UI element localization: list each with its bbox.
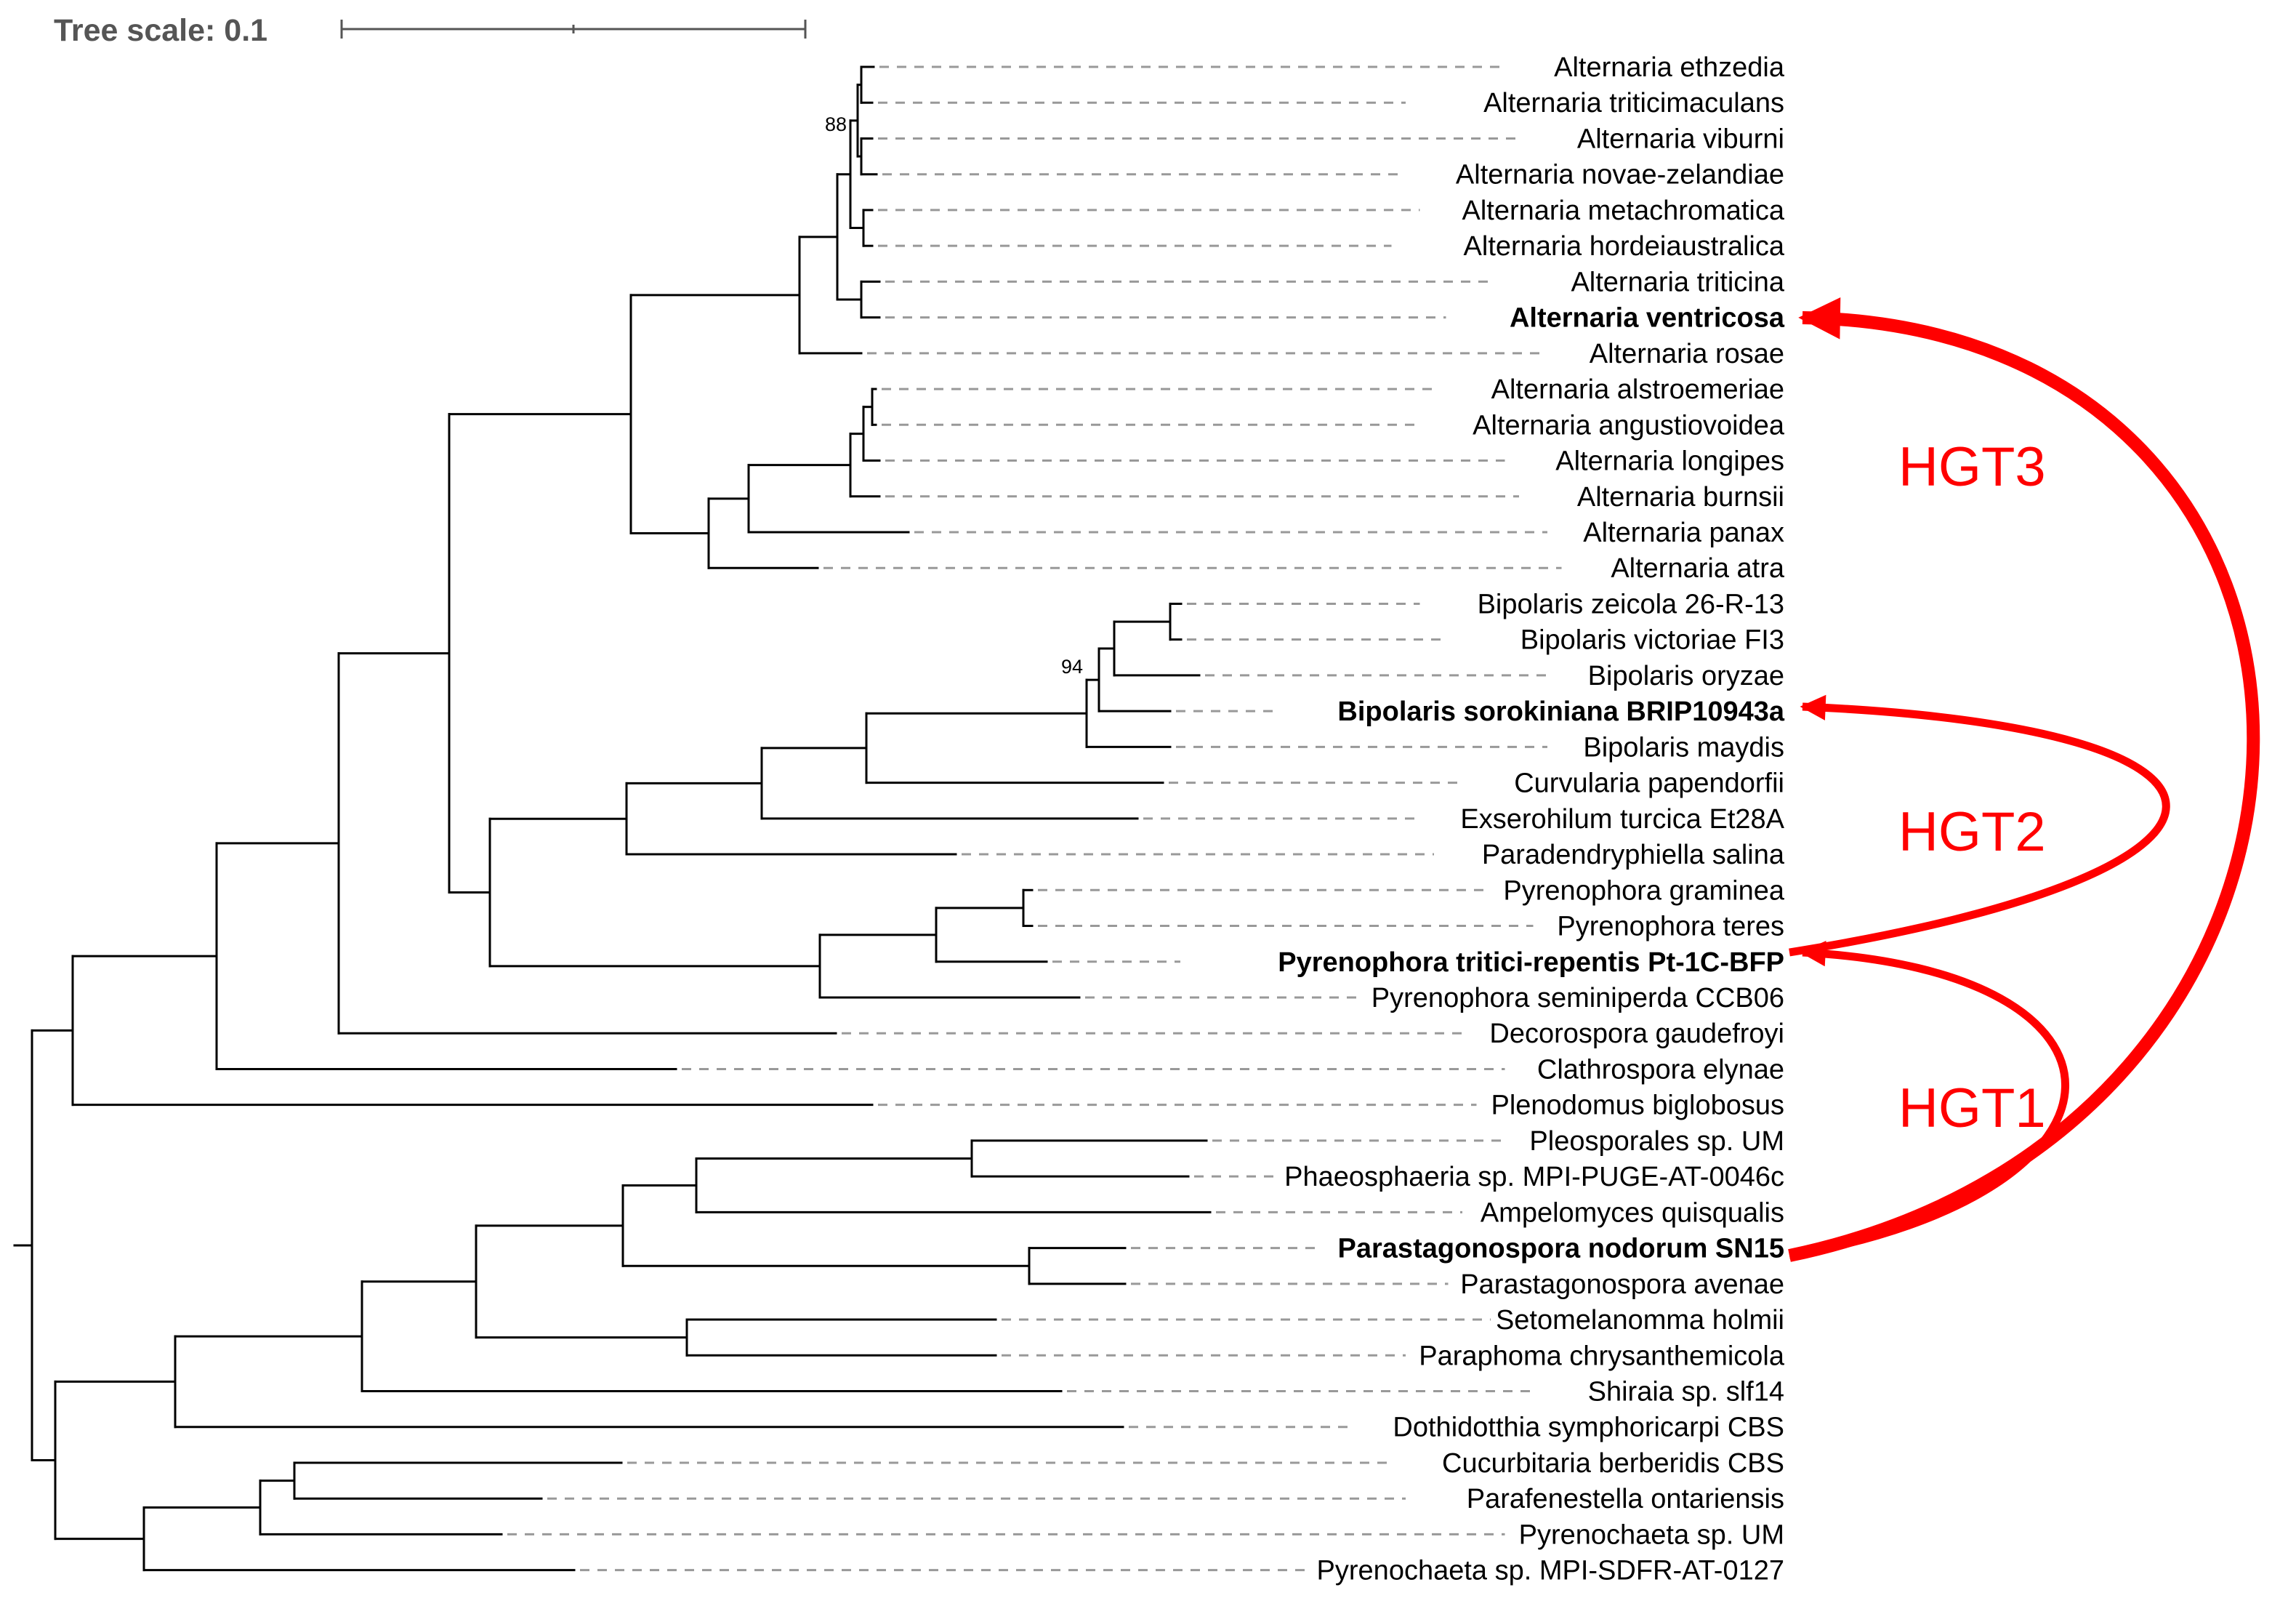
hgt1-label: HGT1 — [1898, 1077, 2046, 1139]
leaf-label: Plenodomus biglobosus — [1491, 1091, 1785, 1121]
leaf-label: Curvularia papendorfii — [1514, 768, 1784, 799]
leaf-label: Pleosporales sp. UM — [1529, 1126, 1784, 1157]
leaf-label: Alternaria triticina — [1571, 267, 1784, 297]
leaf-label: Alternaria alstroemeriae — [1491, 374, 1784, 405]
leaf-label: Phaeosphaeria sp. MPI-PUGE-AT-0046c — [1284, 1162, 1784, 1192]
leaf-label: Alternaria metachromatica — [1462, 196, 1784, 226]
leaf-label: Alternaria rosae — [1590, 339, 1784, 369]
leaf-label: Cucurbitaria berberidis CBS — [1442, 1448, 1784, 1479]
leaf-label: Alternaria ethzedia — [1554, 52, 1785, 83]
leaf-label: Decorospora gaudefroyi — [1489, 1019, 1784, 1049]
leaf-label: Alternaria atra — [1611, 553, 1785, 584]
leaf-label: Bipolaris victoriae FI3 — [1520, 625, 1784, 656]
hgt1-arrow — [1789, 941, 2069, 1260]
support-value: 88 — [825, 113, 847, 135]
leaf-label: Alternaria longipes — [1555, 446, 1784, 477]
leaf-label: Alternaria panax — [1583, 518, 1784, 548]
leaf-label: Bipolaris zeicola 26-R-13 — [1478, 589, 1784, 619]
leaf-label: Alternaria ventricosa — [1510, 303, 1785, 334]
leaf-label: Exserohilum turcica Et28A — [1460, 804, 1784, 835]
leaf-label: Alternaria triticimaculans — [1483, 88, 1784, 119]
hgt-arrows: HGT3 HGT2 HGT1 — [1788, 297, 2260, 1262]
leaf-label: Ampelomyces quisqualis — [1481, 1197, 1784, 1228]
leaf-label: Parafenestella ontariensis — [1467, 1484, 1784, 1514]
leaf-label: Paradendryphiella salina — [1482, 840, 1785, 870]
leaf-label: Pyrenophora seminiperda CCB06 — [1371, 983, 1784, 1013]
leaf-label: Alternaria viburni — [1577, 124, 1784, 154]
leaf-label: Setomelanomma holmii — [1496, 1305, 1784, 1336]
leaf-guide-lines — [507, 65, 1562, 1572]
leaf-labels: Alternaria ethzedia Alternaria triticimac… — [1278, 52, 1785, 1586]
leaf-label: Bipolaris sorokiniana BRIP10943a — [1337, 696, 1784, 727]
hgt3-label: HGT3 — [1898, 436, 2046, 498]
leaf-label: Parastagonospora nodorum SN15 — [1338, 1234, 1784, 1264]
leaf-label: Pyrenochaeta sp. MPI-SDFR-AT-0127 — [1317, 1556, 1784, 1586]
leaf-label: Parastagonospora avenae — [1460, 1269, 1784, 1300]
leaf-label: Bipolaris oryzae — [1588, 661, 1784, 691]
leaf-label: Alternaria burnsii — [1577, 482, 1784, 513]
hgt2-arrow — [1789, 694, 2170, 957]
leaf-label: Alternaria novae-zelandiae — [1456, 160, 1784, 190]
support-values: 88 94 — [825, 113, 1083, 678]
leaf-label: Shiraia sp. slf14 — [1588, 1377, 1784, 1408]
tree-scale-label: Tree scale: 0.1 — [54, 13, 267, 48]
leaf-label: Paraphoma chrysanthemicola — [1419, 1341, 1785, 1371]
leaf-label: Clathrospora elynae — [1537, 1054, 1784, 1085]
leaf-label: Pyrenophora graminea — [1503, 875, 1784, 906]
leaf-label: Pyrenophora tritici-repentis Pt-1C-BFP — [1278, 947, 1784, 978]
leaf-label: Bipolaris maydis — [1583, 732, 1784, 763]
leaf-label: Pyrenochaeta sp. UM — [1519, 1519, 1784, 1550]
leaf-label: Alternaria hordeiaustralica — [1464, 231, 1785, 262]
tree-branches — [13, 65, 1212, 1572]
leaf-label: Pyrenophora teres — [1557, 912, 1784, 942]
support-value: 94 — [1061, 656, 1083, 678]
leaf-label: Dothidotthia symphoricarpi CBS — [1393, 1413, 1784, 1443]
leaf-label: Alternaria angustiovoidea — [1473, 410, 1785, 441]
tree-scale: Tree scale: 0.1 — [54, 13, 807, 48]
hgt2-label: HGT2 — [1898, 801, 2046, 863]
